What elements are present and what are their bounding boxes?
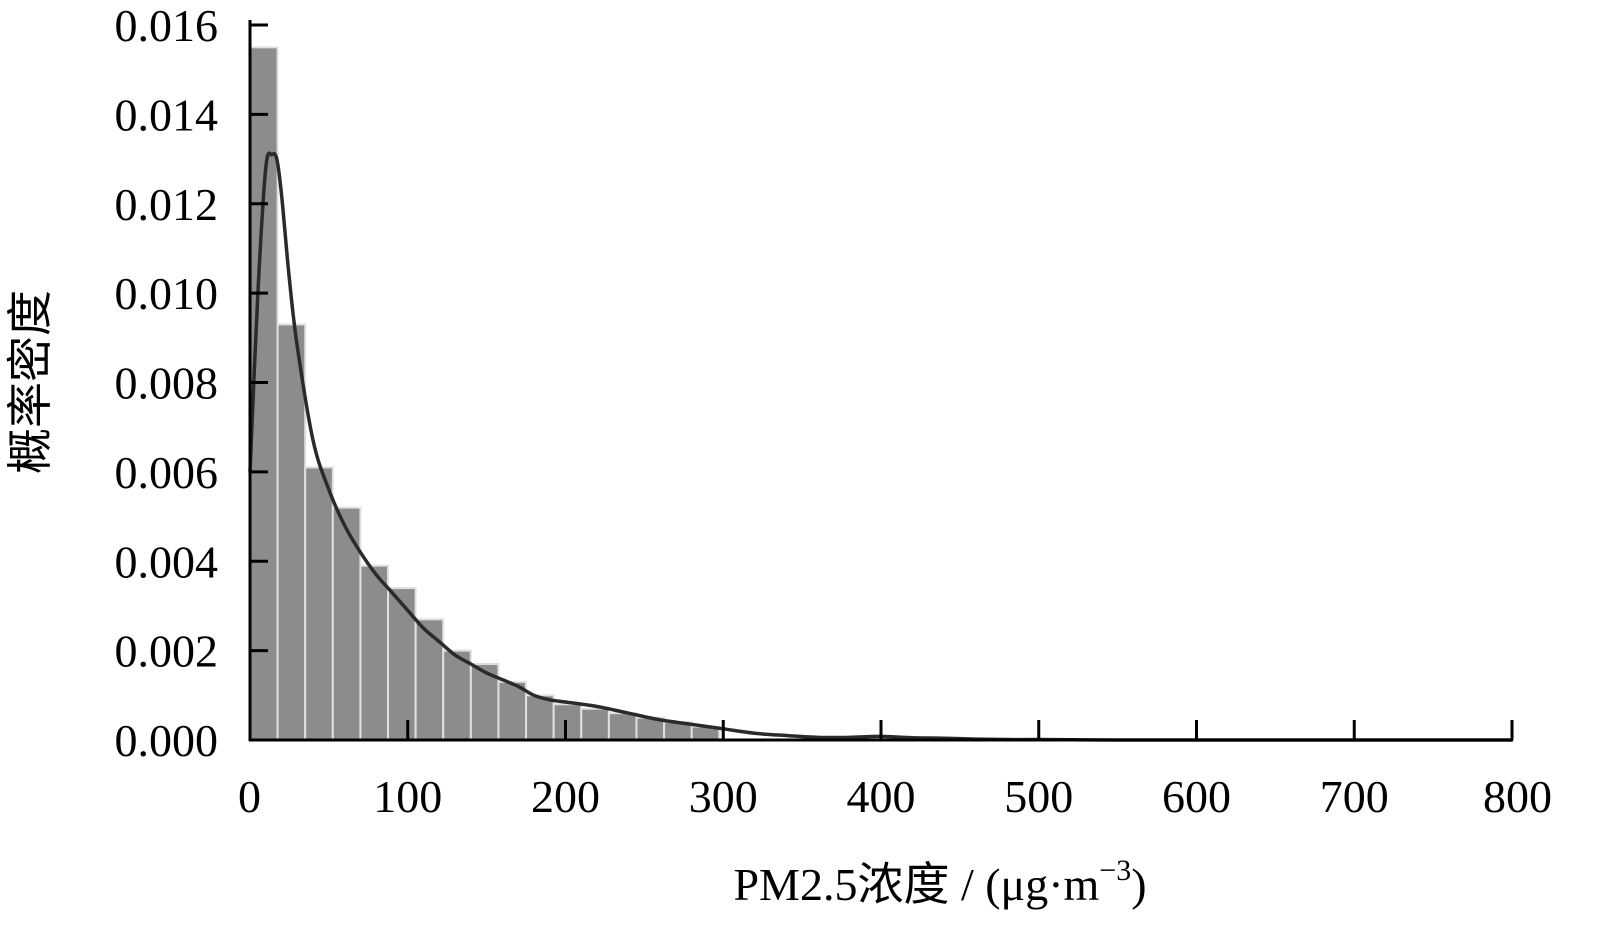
x-tick-label-8: 800 xyxy=(1483,771,1552,822)
x-tick-label-5: 500 xyxy=(1004,771,1073,822)
y-axis-label: 概率密度 xyxy=(5,290,56,474)
x-tick-label-4: 400 xyxy=(847,771,916,822)
y-tick-label-1: 0.002 xyxy=(115,626,219,677)
x-axis-label-superscript: −3 xyxy=(1099,854,1131,887)
x-tick-label-0: 0 xyxy=(238,771,261,822)
tick-labels: 0.000 0.002 0.004 0.006 0.008 0.010 0.012 0.014… xyxy=(115,0,1553,822)
y-tick-label-7: 0.014 xyxy=(115,89,219,140)
x-tick-label-1: 100 xyxy=(373,771,442,822)
axis-labels: 概率密度 PM2.5浓度 / (μg·m−3) xyxy=(5,290,1147,910)
histogram-bar-5 xyxy=(387,587,417,741)
axes xyxy=(248,20,1514,742)
x-tick-label-7: 700 xyxy=(1320,771,1389,822)
histogram-bar-11 xyxy=(552,703,583,741)
histogram-bar-10 xyxy=(525,694,555,741)
x-axis-label-main: PM2.5浓度 / (μg·m xyxy=(733,859,1099,910)
y-tick-label-6: 0.012 xyxy=(115,179,219,230)
y-tick-label-2: 0.004 xyxy=(115,536,219,587)
histogram-bar-1 xyxy=(276,323,307,741)
histogram-bar-6 xyxy=(414,618,445,741)
histogram-bar-12 xyxy=(580,707,610,741)
histogram-bar-4 xyxy=(359,564,390,741)
x-axis-label: PM2.5浓度 / (μg·m−3) xyxy=(733,854,1146,910)
y-tick-label-0: 0.000 xyxy=(115,715,219,766)
x-tick-label-6: 600 xyxy=(1162,771,1231,822)
histogram-bar-9 xyxy=(497,680,528,741)
histogram-bar-2 xyxy=(304,466,334,741)
histogram-bar-13 xyxy=(607,712,638,741)
y-tick-label-4: 0.008 xyxy=(115,358,219,409)
y-tick-label-5: 0.010 xyxy=(115,268,219,319)
histogram-bar-7 xyxy=(442,649,472,741)
y-tick-label-3: 0.006 xyxy=(115,447,219,498)
histogram-bars xyxy=(249,46,721,741)
x-axis-label-close: ) xyxy=(1131,859,1146,910)
x-tick-label-3: 300 xyxy=(689,771,758,822)
y-tick-label-8: 0.016 xyxy=(115,0,219,51)
x-tick-label-2: 200 xyxy=(531,771,600,822)
